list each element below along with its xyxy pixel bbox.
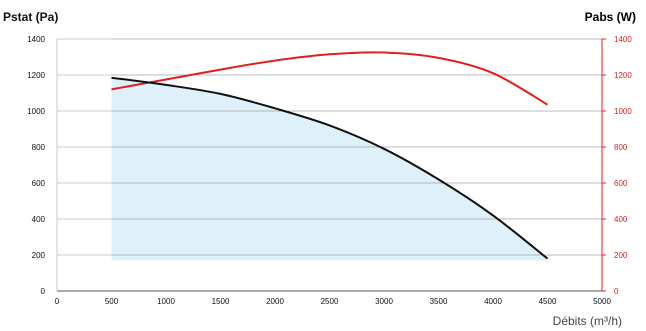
x-tick-label: 4500: [539, 297, 557, 306]
y-right-tick-label: 1400: [614, 35, 632, 44]
y-left-tick-label: 1400: [27, 35, 45, 44]
operating-zone-fill: [111, 77, 548, 261]
y-right-tick-label: 600: [614, 179, 628, 188]
gridlines: [57, 38, 602, 256]
x-tick-label: 1000: [157, 297, 175, 306]
y-right-tick-label: 0: [614, 287, 619, 296]
y-right-tick-label: 400: [614, 215, 628, 224]
curves: [111, 51, 549, 260]
y-left-tick-label: 0: [41, 287, 46, 296]
x-tick-label: 2000: [266, 297, 284, 306]
y-left-tick-label: 1000: [27, 107, 45, 116]
x-tick-label: 0: [55, 297, 60, 306]
operating-zone-area: [111, 77, 548, 261]
y-axis-left-title: Pstat (Pa): [3, 10, 59, 24]
y-axis-right-title: Pabs (W): [584, 10, 636, 24]
x-tick-label: 2500: [321, 297, 339, 306]
x-tick-label: 5000: [593, 297, 611, 306]
x-tick-label: 3500: [430, 297, 448, 306]
y-left-tick-label: 800: [32, 143, 46, 152]
y-left-tick-label: 600: [32, 179, 46, 188]
y-left-tick-label: 200: [32, 251, 46, 260]
y-right-tick-label: 800: [614, 143, 628, 152]
tick-labels: 0 500 1000 1500 2000 2500 3000 3500 4000 4500 5000…: [27, 35, 632, 306]
y-right-tick-label: 1000: [614, 107, 632, 116]
x-tick-label: 500: [105, 297, 119, 306]
y-left-tick-label: 1200: [27, 71, 45, 80]
power-curve: [111, 51, 549, 106]
axes: [56, 38, 606, 292]
pressure-curve: [111, 76, 549, 260]
x-tick-label: 4000: [484, 297, 502, 306]
y-right-tick-label: 1200: [614, 71, 632, 80]
y-right-tick-label: 200: [614, 251, 628, 260]
y-left-tick-label: 400: [32, 215, 46, 224]
x-tick-label: 3000: [375, 297, 393, 306]
x-tick-label: 1500: [212, 297, 230, 306]
x-axis-title: Débits (m³/h): [552, 314, 622, 328]
